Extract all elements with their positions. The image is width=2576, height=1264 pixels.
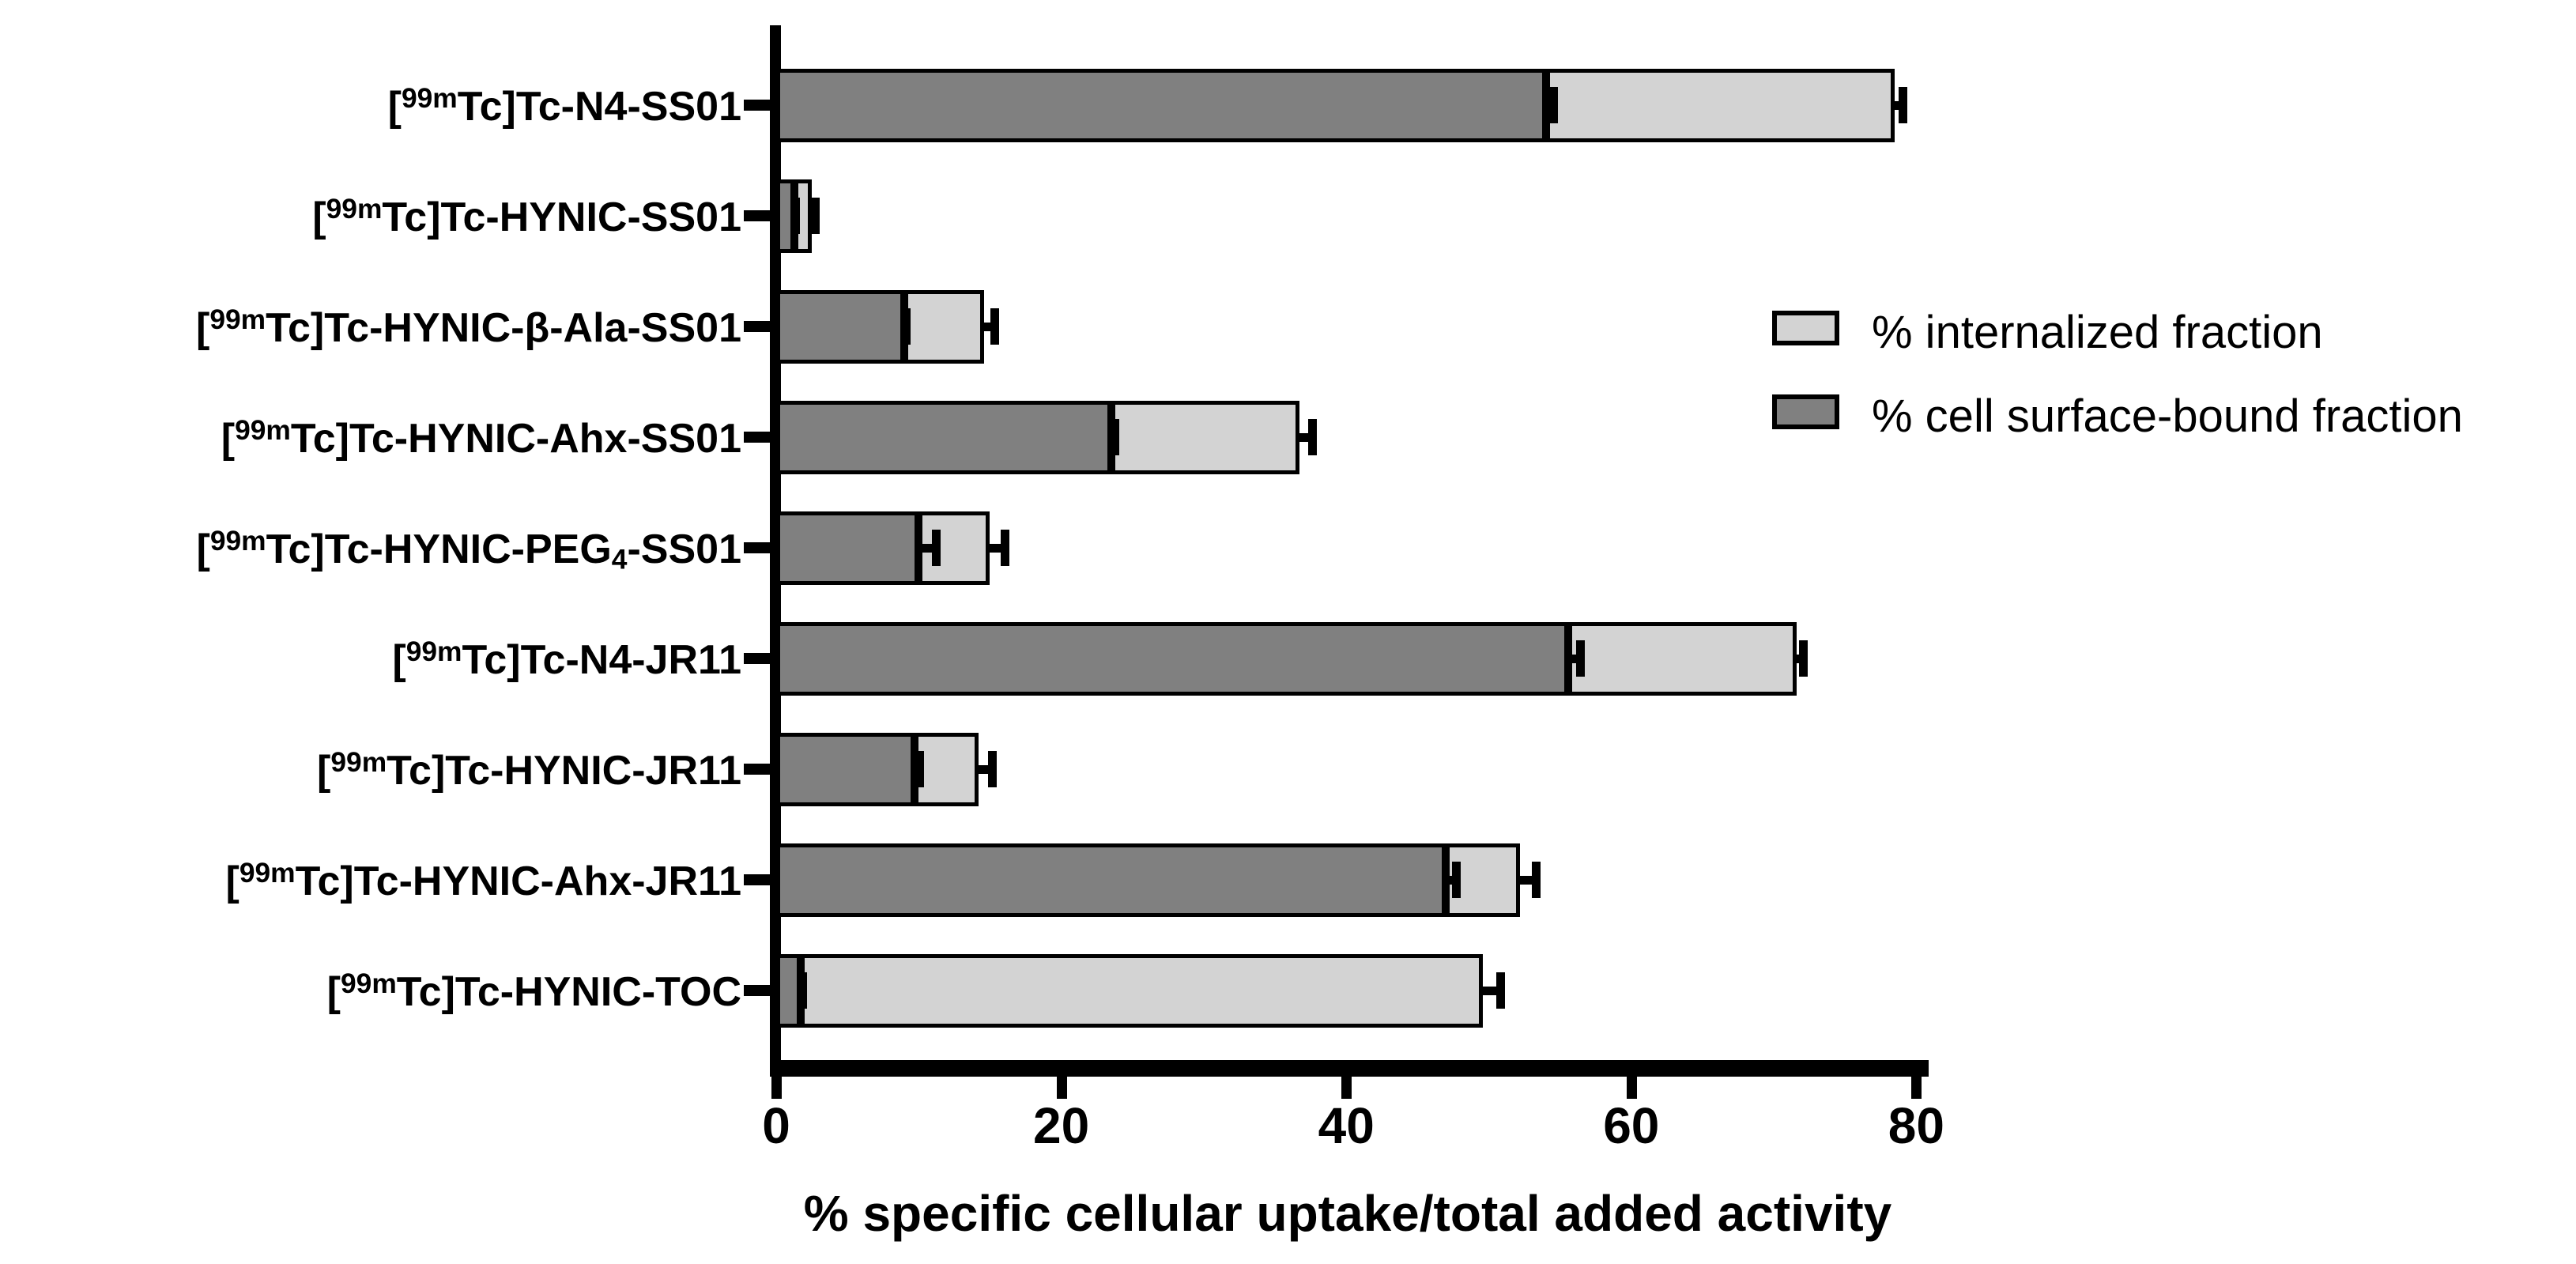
- category-label: [99mTc]Tc-HYNIC-Ahx-JR11: [225, 858, 742, 904]
- x-axis-tick-label: 60: [1603, 1097, 1660, 1154]
- bar-segment-internalized: [914, 733, 979, 806]
- error-bar-cap-surface-bound: [790, 198, 800, 234]
- error-bar-whisker-total: [990, 544, 1009, 553]
- error-bar-cap-surface-bound: [1110, 419, 1119, 455]
- bar-segment-surface-bound: [776, 622, 1569, 696]
- legend-swatch-surface-bound: [1772, 394, 1839, 429]
- x-axis-tick-label: 20: [1033, 1097, 1090, 1154]
- error-bar-cap-surface-bound: [1452, 862, 1461, 898]
- category-tick: [744, 985, 771, 996]
- category-tick: [744, 210, 771, 221]
- category-label: [99mTc]Tc-HYNIC-SS01: [312, 194, 741, 240]
- error-bar-whisker-surface-bound: [918, 544, 941, 553]
- category-tick: [744, 100, 771, 111]
- x-axis-tick: [1911, 1077, 1922, 1099]
- legend-label-surface-bound: % cell surface-bound fraction: [1872, 391, 2463, 442]
- error-bar-whisker-total: [1520, 876, 1541, 885]
- category-tick: [744, 653, 771, 664]
- x-axis-tick: [1626, 1077, 1637, 1099]
- legend-swatch-internalized: [1772, 311, 1839, 345]
- category-label: [99mTc]Tc-N4-JR11: [392, 636, 741, 683]
- x-axis-tick-label: 80: [1888, 1097, 1944, 1154]
- error-bar-cap-total: [1000, 530, 1009, 566]
- bar-segment-internalized: [1111, 401, 1299, 474]
- error-bar-cap-surface-bound: [798, 972, 807, 1009]
- bar-segment-surface-bound: [776, 954, 801, 1028]
- x-axis-tick-label: 0: [762, 1097, 790, 1154]
- error-bar-cap-total: [1798, 640, 1808, 677]
- category-tick: [744, 874, 771, 885]
- category-label: [99mTc]Tc-HYNIC-β-Ala-SS01: [196, 304, 741, 351]
- bar-segment-internalized: [1568, 622, 1797, 696]
- y-axis-line: [770, 25, 781, 1077]
- error-bar-whisker-total: [979, 765, 996, 774]
- category-tick: [744, 321, 771, 332]
- x-axis-title: % specific cellular uptake/total added a…: [803, 1185, 1892, 1242]
- error-bar-cap-surface-bound: [915, 751, 924, 787]
- error-bar-cap-total: [1532, 862, 1541, 898]
- error-bar-whisker-total: [1483, 987, 1505, 995]
- x-axis-tick: [771, 1077, 782, 1099]
- bar-segment-surface-bound: [776, 69, 1546, 142]
- error-bar-cap-surface-bound: [1576, 640, 1586, 677]
- bar-segment-surface-bound: [776, 843, 1446, 917]
- category-label: [99mTc]Tc-HYNIC-Ahx-SS01: [221, 415, 741, 462]
- error-bar-cap-total: [1898, 87, 1907, 123]
- error-bar-cap-total: [1496, 972, 1506, 1009]
- legend-label-internalized: % internalized fraction: [1872, 307, 2323, 358]
- error-bar-cap-surface-bound: [1549, 87, 1559, 123]
- bar-segment-internalized: [904, 290, 985, 364]
- x-axis-tick: [1056, 1077, 1067, 1099]
- bar-segment-internalized: [800, 954, 1484, 1028]
- bar-segment-surface-bound: [776, 290, 905, 364]
- error-bar-cap-surface-bound: [902, 308, 911, 345]
- category-label: [99mTc]Tc-N4-SS01: [387, 83, 741, 130]
- x-axis-tick-label: 40: [1318, 1097, 1375, 1154]
- error-bar-cap-total: [811, 198, 820, 234]
- category-label: [99mTc]Tc-HYNIC-PEG4-SS01: [196, 526, 741, 575]
- bar-segment-surface-bound: [776, 511, 919, 585]
- category-tick: [744, 542, 771, 553]
- bar-segment-surface-bound: [776, 733, 915, 806]
- error-bar-cap-surface-bound: [932, 530, 941, 566]
- error-bar-cap-total: [987, 751, 997, 787]
- error-bar-cap-total: [990, 308, 1000, 345]
- category-label: [99mTc]Tc-HYNIC-JR11: [317, 747, 741, 794]
- category-tick: [744, 432, 771, 443]
- error-bar-cap-total: [1308, 419, 1318, 455]
- x-axis-tick: [1341, 1077, 1352, 1099]
- bar-segment-internalized: [1545, 69, 1895, 142]
- category-tick: [744, 764, 771, 775]
- error-bar-whisker-total: [1299, 433, 1317, 442]
- x-axis-line: [770, 1060, 1929, 1077]
- category-label: [99mTc]Tc-HYNIC-TOC: [326, 968, 741, 1015]
- bar-segment-surface-bound: [776, 401, 1111, 474]
